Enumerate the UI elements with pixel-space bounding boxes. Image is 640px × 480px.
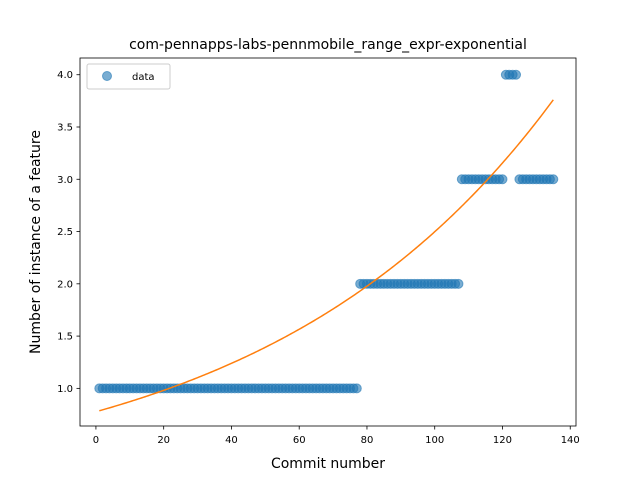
x-tick-label: 0	[93, 435, 99, 446]
chart-title: com-pennapps-labs-pennmobile_range_expr-…	[129, 37, 527, 53]
x-tick-label: 120	[493, 435, 512, 446]
data-point	[497, 174, 508, 185]
y-tick-label: 2.0	[57, 279, 73, 290]
legend: data	[86, 63, 171, 90]
x-tick-label: 140	[561, 435, 580, 446]
y-tick-label: 3.0	[57, 175, 73, 186]
data-point	[351, 383, 362, 394]
legend-label-data: data	[132, 72, 155, 83]
x-axis-label: Commit number	[271, 456, 385, 472]
y-tick-label: 2.5	[57, 227, 73, 238]
data-point	[453, 278, 464, 289]
y-tick-label: 4.0	[57, 70, 73, 81]
x-tick-label: 40	[225, 435, 238, 446]
legend-frame	[86, 63, 171, 90]
x-tick-label: 20	[157, 435, 170, 446]
plot-area: 0 20 40 60 80 100 120 140 1.0 1.5 2.0 2.5 3.0 3.5 4.0	[57, 57, 580, 446]
y-tick-label: 1.5	[57, 332, 73, 343]
y-tick-label: 3.5	[57, 123, 73, 134]
axes-frame	[79, 57, 577, 427]
x-tick-label: 80	[361, 435, 374, 446]
x-tick-label: 100	[425, 435, 444, 446]
data-point	[511, 69, 522, 80]
x-tick-label: 60	[293, 435, 306, 446]
y-tick-label: 1.0	[57, 384, 73, 395]
data-point	[548, 174, 559, 185]
y-axis-label: Number of instance of a feature	[28, 130, 44, 354]
fit-line	[99, 99, 554, 412]
legend-marker-data	[102, 71, 112, 81]
